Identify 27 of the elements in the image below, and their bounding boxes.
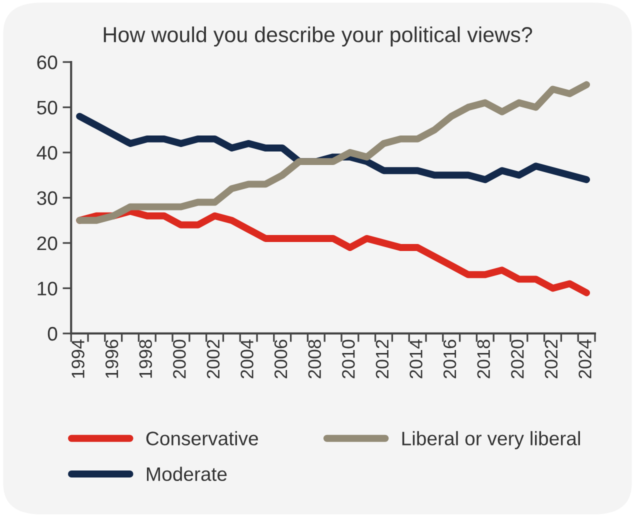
x-tick-label: 2004	[240, 340, 254, 378]
x-tick-label: 2024	[578, 340, 592, 378]
y-tick-label: 10	[38, 282, 58, 296]
x-tick-label: 2008	[308, 340, 322, 378]
chart-title: How would you describe your political views?	[104, 26, 532, 47]
x-tick-label: 2002	[206, 340, 220, 378]
x-tick-label: 2010	[342, 340, 355, 378]
x-tick-label: 1996	[105, 340, 118, 378]
y-tick-label: 40	[36, 146, 58, 160]
x-tick-label: 2020	[511, 340, 524, 378]
x-tick-label: 2012	[376, 340, 389, 378]
y-tick-label: 0	[48, 326, 58, 341]
legend-label: Conservative	[146, 431, 258, 446]
y-tick-label: 20	[37, 236, 58, 250]
x-tick-label: 2000	[173, 340, 186, 378]
y-tick-label: 50	[37, 100, 58, 115]
y-tick-label: 60	[37, 56, 58, 70]
x-tick-label: 2016	[443, 340, 456, 378]
x-tick-label: 2018	[477, 340, 490, 378]
x-tick-label: 1998	[139, 340, 152, 378]
legend-label: Moderate	[146, 466, 227, 482]
legend-label: Liberal or very liberal	[402, 431, 580, 450]
x-tick-label: 1994	[72, 340, 84, 378]
x-tick-label: 2006	[274, 340, 288, 378]
x-tick-label: 2014	[410, 340, 422, 378]
y-tick-label: 30	[37, 191, 58, 205]
x-tick-label: 2022	[544, 340, 558, 378]
